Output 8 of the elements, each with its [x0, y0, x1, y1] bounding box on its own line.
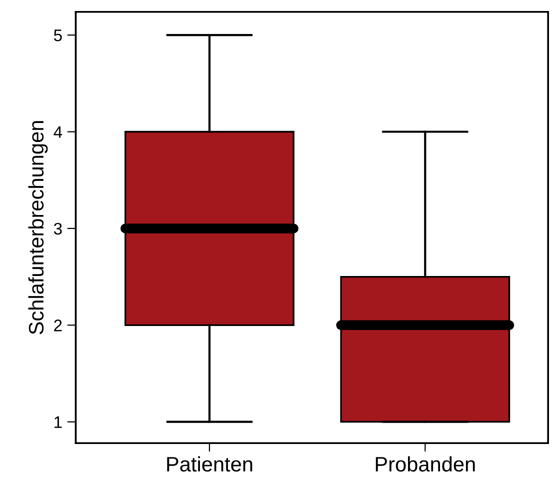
y-tick-label: 3: [54, 222, 62, 235]
y-tick-label: 2: [54, 320, 62, 332]
y-axis-title: Schlafunterbrechungen: [28, 121, 48, 334]
y-tick-label: 5: [54, 30, 62, 42]
x-tick-label: Patienten: [167, 456, 252, 472]
y-tick-label: 4: [54, 126, 62, 138]
x-tick-label: Probanden: [376, 456, 475, 472]
y-tick-label: 1: [54, 416, 62, 428]
